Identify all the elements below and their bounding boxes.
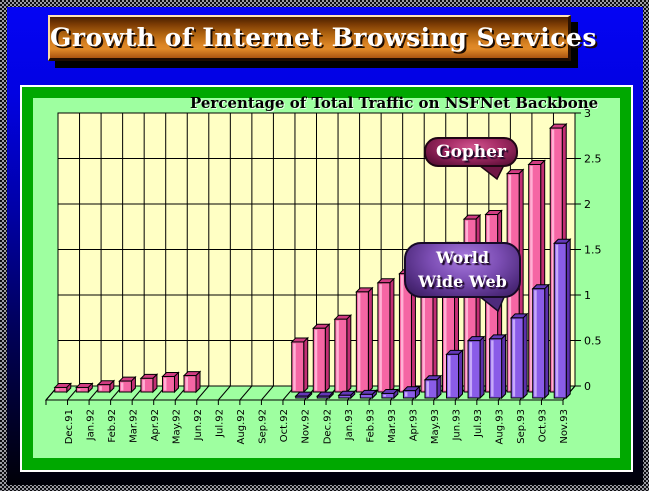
x-tick-label: Aug.92 <box>236 409 247 444</box>
x-tick-label: May.92 <box>171 409 182 444</box>
x-tick-label: Jun.92 <box>193 409 204 442</box>
bar-gopher-Feb.92-front <box>97 384 111 393</box>
y-tick-label: 3 <box>584 107 591 120</box>
bar-gopher-Jan.93-sheen <box>336 320 339 391</box>
x-tick-label: Dec.91 <box>64 409 75 444</box>
x-tick-label: Nov.93 <box>559 409 570 444</box>
www-callout-line1: World <box>435 248 490 267</box>
bar-www-Sep.93-sheen <box>512 319 516 397</box>
x-tick-label: Jun.93 <box>452 409 463 442</box>
floor-line <box>196 385 210 401</box>
bar-gopher-Feb.93-sheen <box>357 293 361 391</box>
chart-title: Percentage of Total Traffic on NSFNet Ba… <box>190 94 599 112</box>
x-tick-label: Feb.93 <box>365 409 376 443</box>
bar-www-Jan.93-front <box>338 394 352 399</box>
bar-gopher-Jan.93-side <box>346 313 352 394</box>
x-tick-label: Sep.92 <box>258 409 269 444</box>
bar-www-Oct.93-side <box>544 283 550 400</box>
bar-gopher-Dec.92-sheen <box>314 329 318 391</box>
x-tick-label: Jan.93 <box>344 409 355 441</box>
bar-www-Apr.93-sheen <box>404 392 408 397</box>
bar-www-Jul.93-sheen <box>469 342 473 397</box>
title-banner: Growth of Internet Browsing Services <box>48 15 596 61</box>
bar-gopher-Nov.92-side <box>303 336 309 394</box>
x-tick-label: Mar.92 <box>128 409 139 443</box>
bar-gopher-Nov.93-sheen <box>551 129 555 391</box>
bar-gopher-Jun.92-side <box>195 370 201 394</box>
bar-gopher-Mar.93-side <box>389 277 395 394</box>
bar-gopher-Dec.91-sheen <box>56 388 59 391</box>
x-tick-label: Mar.93 <box>387 409 398 443</box>
x-tick-label: Oct.93 <box>538 409 549 442</box>
bar-www-Nov.93-sheen <box>555 244 559 397</box>
x-tick-label: Jan.92 <box>85 409 96 441</box>
y-tick-label: 2 <box>584 198 591 211</box>
bar-gopher-Dec.92-side <box>324 323 330 394</box>
bar-gopher-Apr.93-sheen <box>400 275 404 391</box>
x-tick-label: Jul.93 <box>473 409 484 438</box>
x-tick-label: May.93 <box>430 409 441 444</box>
x-tick-label: Aug.93 <box>495 409 506 444</box>
gopher-callout-label: Gopher <box>436 142 506 162</box>
floor-line <box>261 385 274 401</box>
bar-gopher-Jul.93-sheen <box>465 220 469 391</box>
bar-www-Feb.93-front <box>359 393 373 399</box>
bar-www-Jul.93-side <box>479 335 485 400</box>
bar-gopher-Mar.92-sheen <box>120 382 124 391</box>
x-tick-label: Sep.93 <box>516 409 527 444</box>
bar-www-Aug.93-side <box>501 333 507 400</box>
page-title: Growth of Internet Browsing Services <box>50 23 597 52</box>
traffic-bar-chart: 0 0.5 1 1.5 2 2.5 3 Dec.91 Jan.92 Feb.92 Mar.92 Apr… <box>44 107 602 444</box>
y-tick-label: 0.5 <box>584 335 602 348</box>
bar-gopher-Jan.92-front <box>75 386 89 393</box>
x-tick-label: Nov.92 <box>301 409 312 444</box>
floor-line <box>217 385 231 401</box>
gopher-callout: Gopher <box>424 137 518 167</box>
y-tick-label: 1.5 <box>584 244 602 257</box>
x-tick-label: Feb.92 <box>107 409 118 443</box>
bar-gopher-Feb.93-side <box>367 286 373 394</box>
bar-gopher-Dec.91-front <box>54 386 68 393</box>
bar-www-Jun.93-sheen <box>448 355 451 397</box>
bar-www-Apr.93-front <box>402 390 416 399</box>
bar-gopher-May.92-sheen <box>163 378 167 391</box>
bar-gopher-May.92-side <box>173 371 179 394</box>
bar-gopher-Nov.92-sheen <box>293 343 296 391</box>
bar-gopher-Jun.93-sheen <box>444 247 447 391</box>
y-tick-label: 1 <box>584 289 591 302</box>
x-tick-label: Apr.93 <box>408 409 419 441</box>
bar-gopher-Apr.92-sheen <box>142 379 145 391</box>
bar-gopher-Jan.92-sheen <box>77 388 81 391</box>
y-tick-label: 0 <box>584 380 591 393</box>
www-callout-line2: Wide Web <box>418 272 507 291</box>
bar-www-May.93-sheen <box>426 381 429 397</box>
x-tick-label: Jul.92 <box>215 409 226 438</box>
bar-www-Oct.93-sheen <box>534 290 537 397</box>
x-tick-label: Apr.92 <box>150 409 161 441</box>
bar-gopher-Mar.93-sheen <box>379 284 382 391</box>
bar-www-Dec.92-front <box>316 395 330 399</box>
bar-gopher-May.93-sheen <box>422 261 425 391</box>
bar-www-Nov.92-front <box>295 395 309 399</box>
y-tick-label: 2.5 <box>584 153 602 166</box>
x-tick-label: Dec.92 <box>322 409 333 444</box>
bar-www-Nov.93-side <box>565 238 571 400</box>
www-callout: World Wide Web <box>404 242 521 298</box>
bar-gopher-Jun.92-sheen <box>185 377 189 391</box>
bar-gopher-Mar.92-front <box>118 380 132 393</box>
bar-www-Aug.93-sheen <box>491 340 494 397</box>
bar-www-Mar.93-front <box>381 392 395 399</box>
bar-gopher-Oct.93-sheen <box>530 166 533 391</box>
bar-www-Jun.93-side <box>458 349 464 400</box>
x-tick-label: Oct.92 <box>279 409 290 442</box>
bar-gopher-Feb.92-sheen <box>99 386 102 391</box>
bar-www-May.93-side <box>436 374 442 400</box>
bar-www-Mar.93-sheen <box>383 394 386 397</box>
floor-line <box>239 385 253 401</box>
bar-www-Sep.93-side <box>522 312 528 400</box>
